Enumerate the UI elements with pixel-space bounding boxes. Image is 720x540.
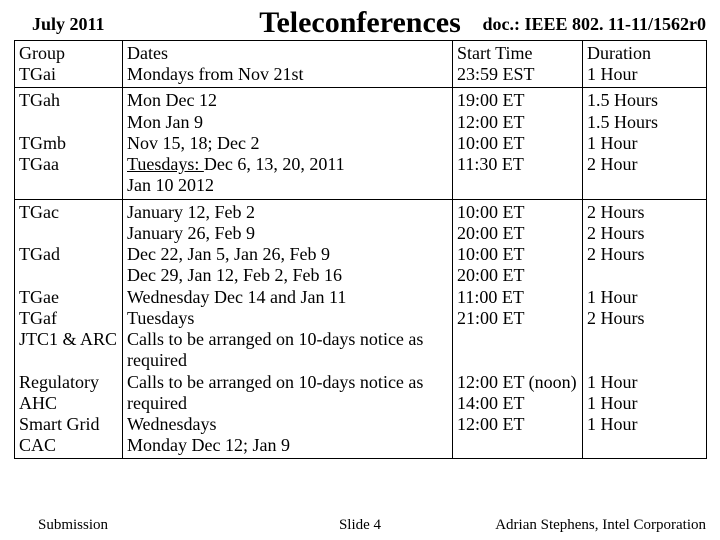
dates-text: Jan 10 2012: [127, 175, 214, 195]
slide: July 2011 Teleconferences doc.: IEEE 802…: [0, 0, 720, 540]
dates-text: January 26, Feb 9: [127, 223, 255, 243]
group-name: TGae: [19, 287, 59, 307]
cell-group: TGac TGad TGae TGaf JTC1 & ARC Regulator…: [15, 199, 123, 459]
dates-text: Dec 29, Jan 12, Feb 2, Feb 16: [127, 265, 342, 285]
duration-text: 1.5 Hours: [587, 112, 658, 132]
start-text: 10:00 ET: [457, 133, 525, 153]
duration-text: 1 Hour: [587, 64, 638, 84]
duration-text: 1.5 Hours: [587, 90, 658, 110]
duration-text: 2 Hours: [587, 202, 645, 222]
cell-group: Group TGai: [15, 41, 123, 88]
start-text: 21:00 ET: [457, 308, 525, 328]
start-text: 19:00 ET: [457, 90, 525, 110]
start-text: 12:00 ET: [457, 112, 525, 132]
group-name: TGmb: [19, 133, 66, 153]
cell-duration: Duration 1 Hour: [583, 41, 707, 88]
start-text: 12:00 ET (noon): [457, 372, 577, 392]
start-text: 12:00 ET: [457, 414, 525, 434]
cell-start: Start Time 23:59 EST: [453, 41, 583, 88]
duration-text: 1 Hour: [587, 133, 638, 153]
dates-text: Monday Dec 12; Jan 9: [127, 435, 290, 455]
cell-start: 19:00 ET 12:00 ET 10:00 ET 11:30 ET: [453, 88, 583, 199]
cell-dates: January 12, Feb 2 January 26, Feb 9 Dec …: [123, 199, 453, 459]
start-text: 11:30 ET: [457, 154, 524, 174]
table-row: Group TGai Dates Mondays from Nov 21st S…: [15, 41, 707, 88]
start-text: 10:00 ET: [457, 202, 525, 222]
table-row: TGah TGmb TGaa Mon Dec 12 Mon Jan 9 Nov …: [15, 88, 707, 199]
dates-text: Mon Jan 9: [127, 112, 203, 132]
col-header-group: Group: [19, 43, 65, 63]
dates-text: Dec 22, Jan 5, Jan 26, Feb 9: [127, 244, 330, 264]
start-text: 20:00 ET: [457, 223, 525, 243]
dates-text: Tuesdays:: [127, 154, 204, 174]
dates-text: January 12, Feb 2: [127, 202, 255, 222]
cell-duration: 2 Hours 2 Hours 2 Hours 1 Hour 2 Hours 1…: [583, 199, 707, 459]
dates-text: Calls to be arranged on 10-days notice a…: [127, 372, 423, 413]
duration-text: 1 Hour: [587, 372, 638, 392]
dates-text: Mondays from Nov 21st: [127, 64, 304, 84]
dates-text: Tuesdays: [127, 308, 194, 328]
dates-text: Dec 6, 13, 20, 2011: [204, 154, 345, 174]
dates-text: Calls to be arranged on 10-days notice a…: [127, 329, 423, 370]
cell-start: 10:00 ET 20:00 ET 10:00 ET 20:00 ET 11:0…: [453, 199, 583, 459]
group-name: TGai: [19, 64, 56, 84]
duration-text: 1 Hour: [587, 393, 638, 413]
dates-text: Mon Dec 12: [127, 90, 217, 110]
dates-text: Wednesday Dec 14 and Jan 11: [127, 287, 346, 307]
header: July 2011 Teleconferences doc.: IEEE 802…: [14, 6, 706, 40]
group-name: TGaf: [19, 308, 57, 328]
cell-dates: Mon Dec 12 Mon Jan 9 Nov 15, 18; Dec 2 T…: [123, 88, 453, 199]
cell-dates: Dates Mondays from Nov 21st: [123, 41, 453, 88]
teleconference-table: Group TGai Dates Mondays from Nov 21st S…: [14, 40, 707, 459]
col-header-start: Start Time: [457, 43, 533, 63]
cell-duration: 1.5 Hours 1.5 Hours 1 Hour 2 Hour: [583, 88, 707, 199]
author-label: Adrian Stephens, Intel Corporation: [495, 517, 706, 534]
group-name: JTC1 & ARC: [19, 329, 117, 349]
duration-text: 2 Hours: [587, 223, 645, 243]
duration-text: 1 Hour: [587, 287, 638, 307]
table-row: TGac TGad TGae TGaf JTC1 & ARC Regulator…: [15, 199, 707, 459]
col-header-duration: Duration: [587, 43, 651, 63]
start-text: 23:59 EST: [457, 64, 535, 84]
dates-text: Nov 15, 18; Dec 2: [127, 133, 259, 153]
start-text: 10:00 ET: [457, 244, 525, 264]
group-name: TGaa: [19, 154, 59, 174]
group-name: CAC: [19, 435, 56, 455]
duration-text: 2 Hours: [587, 244, 645, 264]
group-name: Regulatory AHC: [19, 372, 99, 413]
cell-group: TGah TGmb TGaa: [15, 88, 123, 199]
start-text: 20:00 ET: [457, 265, 525, 285]
duration-text: 1 Hour: [587, 414, 638, 434]
doc-number: doc.: IEEE 802. 11-11/1562r0: [482, 14, 706, 35]
duration-text: 2 Hours: [587, 308, 645, 328]
duration-text: 2 Hour: [587, 154, 638, 174]
dates-text: Wednesdays: [127, 414, 217, 434]
group-name: Smart Grid: [19, 414, 100, 434]
group-name: TGad: [19, 244, 60, 264]
group-name: TGah: [19, 90, 60, 110]
col-header-dates: Dates: [127, 43, 168, 63]
start-text: 11:00 ET: [457, 287, 524, 307]
group-name: TGac: [19, 202, 59, 222]
start-text: 14:00 ET: [457, 393, 525, 413]
